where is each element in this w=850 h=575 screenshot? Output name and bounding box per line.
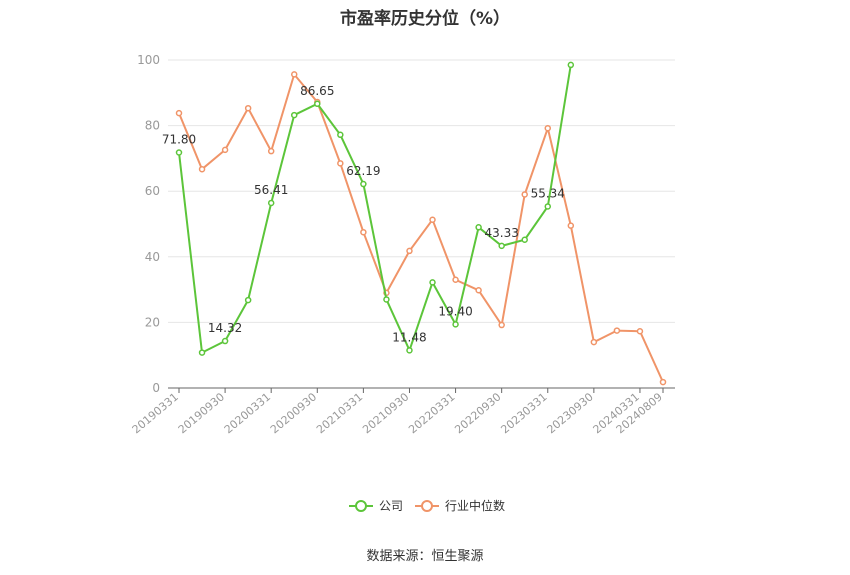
data-point — [337, 131, 344, 139]
legend-marker — [355, 500, 367, 512]
data-point — [406, 247, 413, 255]
data-point — [452, 321, 459, 328]
data-point — [383, 296, 390, 303]
x-tick-label: 20200331 — [222, 390, 273, 436]
data-label: 56.41 — [254, 183, 288, 197]
data-point — [244, 104, 252, 112]
x-axis: 2019033120190930202003312020093020210331… — [130, 387, 675, 436]
x-tick-label: 20230331 — [498, 390, 549, 436]
x-tick-label: 20190930 — [176, 390, 227, 436]
data-point — [360, 228, 367, 236]
data-point — [567, 222, 575, 229]
data-point — [290, 71, 298, 78]
data-point — [221, 146, 229, 154]
data-point — [521, 191, 528, 198]
data-point — [636, 328, 644, 335]
data-point — [475, 224, 482, 231]
data-point — [290, 111, 298, 119]
y-tick-label: 80 — [145, 119, 160, 133]
data-point — [360, 180, 367, 188]
data-point — [567, 61, 575, 69]
data-label: 11.48 — [392, 330, 426, 344]
data-point — [659, 378, 667, 386]
data-point — [498, 242, 505, 250]
series-layer — [175, 61, 667, 386]
x-tick-label: 20230930 — [545, 390, 596, 436]
data-label: 43.33 — [484, 226, 518, 240]
legend[interactable]: 公司 行业中位数 — [349, 498, 505, 513]
data-point — [521, 236, 528, 243]
data-point — [198, 165, 206, 173]
data-point — [544, 124, 552, 132]
x-tick-label: 20220930 — [452, 390, 503, 436]
series-0 — [175, 61, 575, 356]
data-point — [244, 296, 252, 304]
x-tick-label: 20210930 — [360, 390, 411, 436]
legend-item-1[interactable]: 行业中位数 — [415, 498, 505, 513]
data-point — [590, 338, 598, 346]
y-tick-label: 40 — [145, 250, 160, 264]
data-point — [198, 349, 206, 356]
data-point — [475, 287, 482, 294]
x-tick-label: 20220331 — [406, 390, 457, 436]
y-axis: 0 20 40 60 80 100 — [137, 53, 160, 395]
data-point — [544, 203, 552, 210]
data-point — [314, 100, 321, 108]
y-tick-label: 20 — [145, 315, 160, 329]
data-point — [337, 160, 344, 167]
y-tick-label: 60 — [145, 184, 160, 198]
grid-lines — [168, 59, 675, 323]
legend-label: 公司 — [379, 499, 403, 513]
data-label: 19.40 — [438, 304, 472, 318]
x-tick-label: 20200930 — [268, 390, 319, 436]
data-source: 数据来源：恒生聚源 — [366, 549, 484, 564]
data-point — [175, 109, 183, 117]
x-tick-label: 20210331 — [314, 390, 365, 436]
data-label: 86.65 — [300, 84, 334, 98]
data-label: 55.34 — [531, 186, 565, 200]
data-point — [613, 327, 621, 334]
y-tick-label: 0 — [152, 381, 160, 395]
data-point — [452, 276, 459, 284]
data-point — [267, 147, 275, 155]
data-point — [429, 279, 436, 286]
data-label: 71.80 — [162, 132, 196, 146]
y-tick-label: 100 — [137, 53, 160, 67]
chart-title: 市盈率历史分位（%） — [339, 9, 511, 29]
data-labels: 71.80 14.32 56.41 86.65 62.19 11.48 19.40 43.33… — [162, 84, 565, 345]
x-tick-label: 20190331 — [130, 390, 181, 436]
data-label: 62.19 — [346, 164, 380, 178]
legend-label: 行业中位数 — [445, 498, 505, 513]
legend-marker — [421, 500, 433, 512]
data-point — [221, 337, 229, 345]
data-point — [498, 321, 505, 329]
data-label: 14.32 — [208, 321, 242, 335]
data-point — [429, 216, 436, 223]
data-point — [406, 347, 413, 354]
series-line — [178, 64, 572, 355]
series-line — [178, 72, 664, 383]
legend-item-0[interactable]: 公司 — [349, 499, 403, 513]
data-point — [267, 199, 275, 207]
data-point — [175, 149, 183, 156]
